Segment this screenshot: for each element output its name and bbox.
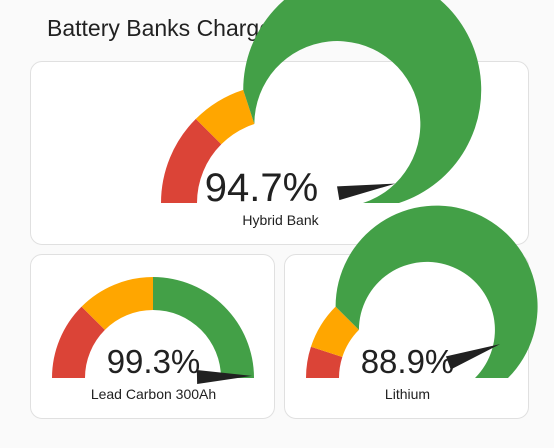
gauge-segment-red bbox=[161, 118, 222, 203]
gauge-segment-yellow bbox=[195, 89, 255, 145]
gauge-value: 94.7% bbox=[204, 166, 319, 210]
gauge-needle bbox=[337, 183, 396, 201]
gauge-needle bbox=[445, 344, 501, 370]
gauge-hybrid-bank bbox=[161, 0, 482, 203]
gauge-segment-green bbox=[243, 0, 482, 203]
gauge-card-hybrid-bank[interactable]: 94.7% Hybrid Bank bbox=[30, 0, 529, 245]
gauge-lithium bbox=[306, 205, 538, 379]
gauge-segment-red bbox=[306, 346, 343, 378]
gauge-card-lead-carbon[interactable]: 99.3% Lead Carbon 300Ah bbox=[30, 254, 275, 419]
gauge-value: 88.9% bbox=[360, 343, 455, 380]
gauge-card-lithium[interactable]: 88.9% Lithium bbox=[284, 205, 538, 419]
gauge-segment-yellow bbox=[81, 277, 153, 330]
gauge-needle bbox=[196, 370, 252, 385]
gauge-label: Lithium bbox=[384, 386, 431, 402]
gauge-segment-green bbox=[153, 277, 254, 378]
gauge-segment-green bbox=[335, 205, 538, 379]
gauge-value: 99.3% bbox=[106, 343, 201, 380]
gauge-label: Hybrid Bank bbox=[242, 212, 319, 228]
gauge-segment-red bbox=[52, 306, 105, 378]
gauge-lead-carbon bbox=[52, 277, 254, 385]
gauge-label: Lead Carbon 300Ah bbox=[90, 386, 217, 402]
gauge-segment-yellow bbox=[310, 306, 359, 357]
